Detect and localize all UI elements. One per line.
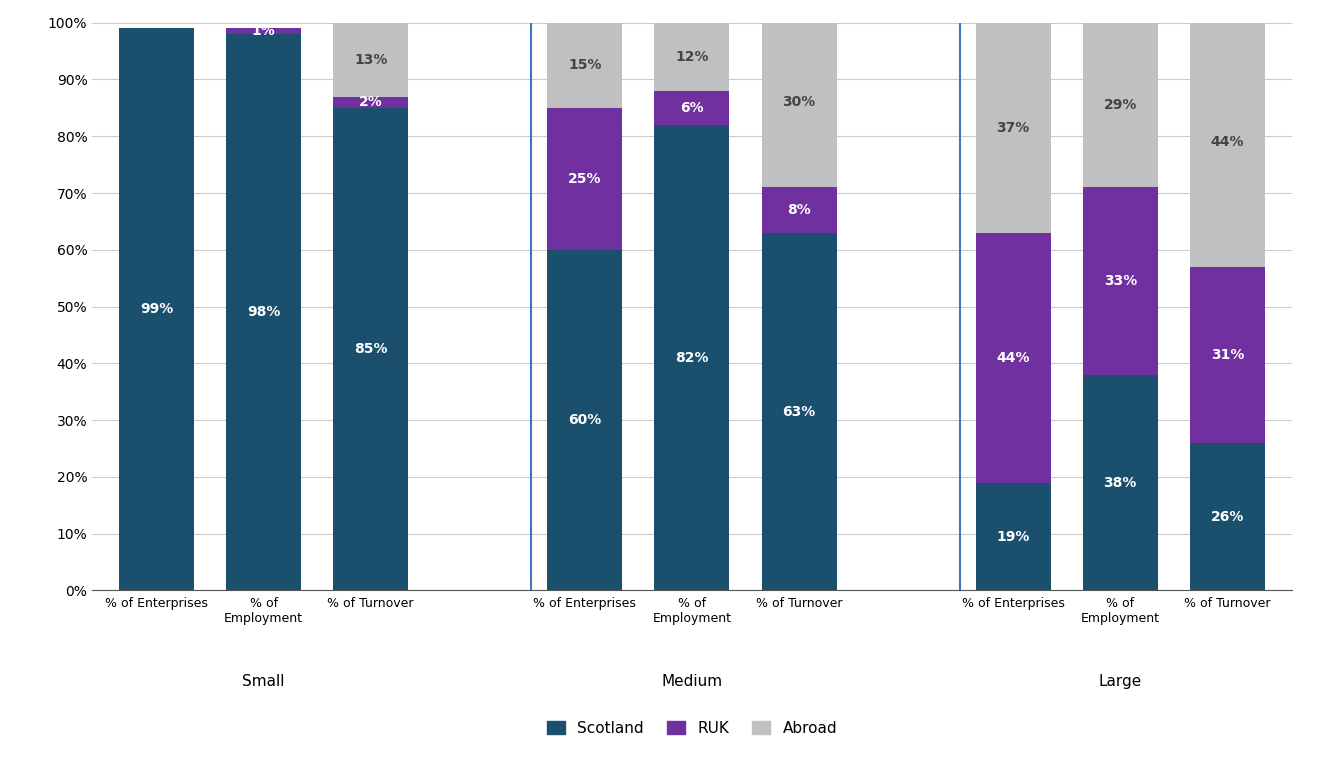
Text: 99%: 99% <box>140 303 173 316</box>
Bar <box>762 17 837 187</box>
Bar <box>975 483 1050 590</box>
Bar <box>1083 23 1157 187</box>
Text: 63%: 63% <box>783 405 816 419</box>
Bar <box>547 23 622 107</box>
Bar <box>655 125 729 590</box>
Text: Medium: Medium <box>662 674 722 689</box>
Text: 38%: 38% <box>1103 475 1137 490</box>
Bar <box>762 188 837 233</box>
Text: 13%: 13% <box>355 53 387 67</box>
Text: 60%: 60% <box>568 413 601 427</box>
Text: 6%: 6% <box>680 101 704 115</box>
Text: 26%: 26% <box>1211 509 1244 524</box>
Text: 29%: 29% <box>1103 98 1137 112</box>
Bar <box>119 29 194 590</box>
Bar <box>1190 17 1265 266</box>
Bar <box>333 96 409 107</box>
Text: 37%: 37% <box>996 121 1029 135</box>
Bar <box>1083 375 1157 590</box>
Text: 31%: 31% <box>1211 348 1244 362</box>
Bar <box>547 250 622 590</box>
Text: 25%: 25% <box>568 172 601 185</box>
Bar <box>227 29 301 34</box>
Text: 44%: 44% <box>1211 135 1244 149</box>
Bar <box>975 232 1050 483</box>
Bar <box>1190 267 1265 443</box>
Text: 1%: 1% <box>252 24 275 38</box>
Bar <box>975 23 1050 233</box>
Bar <box>1083 188 1157 375</box>
Text: Small: Small <box>243 674 285 689</box>
Text: 82%: 82% <box>675 350 709 365</box>
Text: 30%: 30% <box>783 95 816 109</box>
Text: 8%: 8% <box>787 203 811 217</box>
Text: 98%: 98% <box>246 305 281 319</box>
Bar <box>655 23 729 91</box>
Bar <box>1190 443 1265 590</box>
Text: 19%: 19% <box>996 530 1029 544</box>
Bar <box>333 23 409 97</box>
Legend: Scotland, RUK, Abroad: Scotland, RUK, Abroad <box>540 715 844 742</box>
Text: 85%: 85% <box>355 342 387 356</box>
Text: 12%: 12% <box>675 50 709 64</box>
Text: Large: Large <box>1099 674 1141 689</box>
Bar <box>762 233 837 590</box>
Text: 44%: 44% <box>996 350 1029 365</box>
Bar <box>547 107 622 250</box>
Text: 33%: 33% <box>1103 274 1137 288</box>
Bar <box>227 34 301 590</box>
Bar <box>655 91 729 125</box>
Text: 15%: 15% <box>568 58 601 72</box>
Text: 2%: 2% <box>358 95 382 109</box>
Bar <box>333 107 409 590</box>
